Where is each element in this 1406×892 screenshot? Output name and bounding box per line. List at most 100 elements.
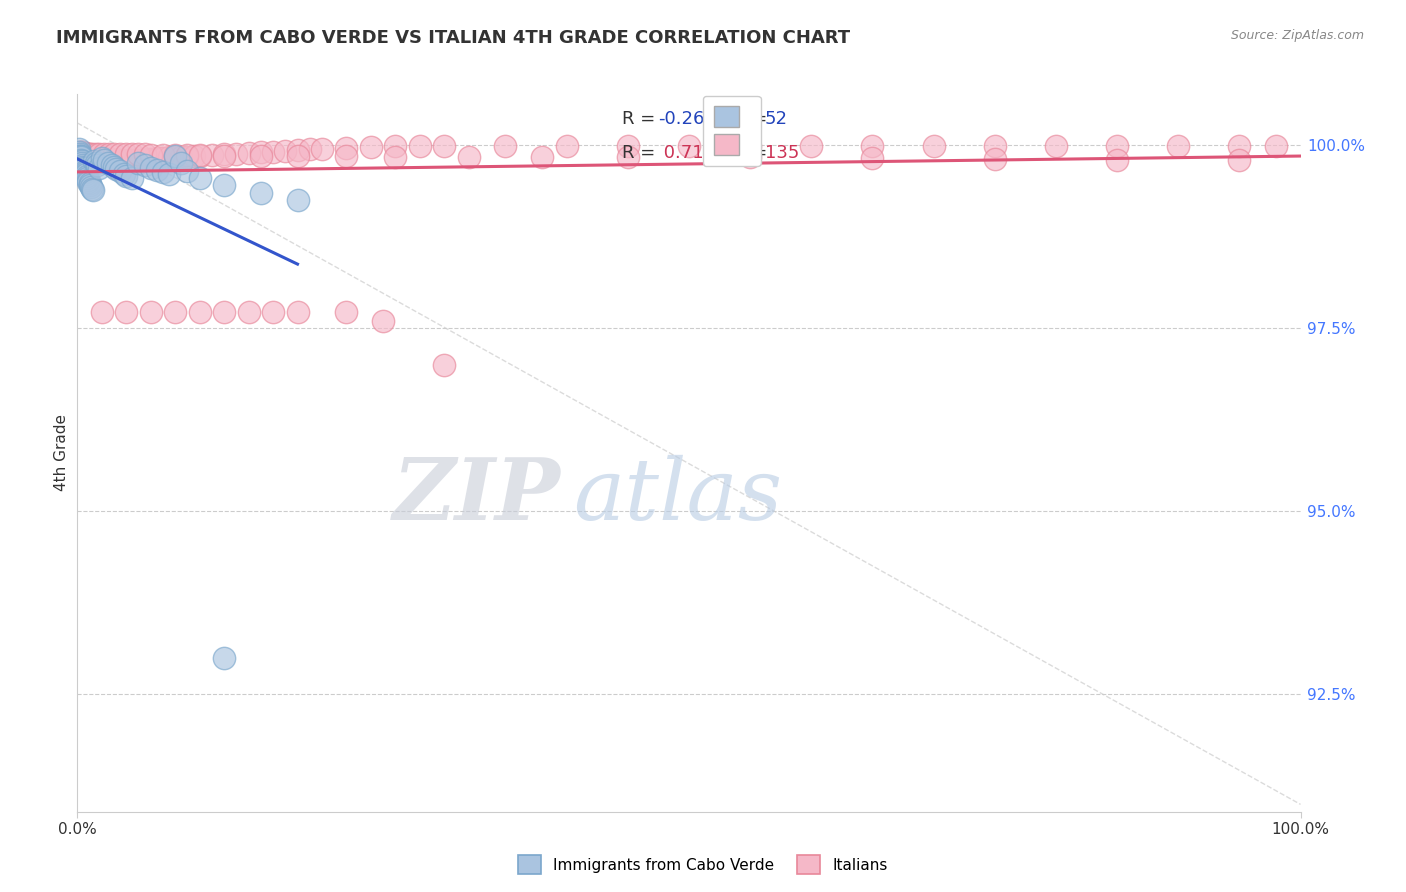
Point	[90, 150, 112, 164]
Text: N =: N =	[733, 110, 768, 128]
Text: R =: R =	[621, 110, 655, 128]
Legend: , : ,	[703, 95, 761, 166]
Point	[70, 154, 93, 169]
Point	[250, 186, 273, 200]
Point	[335, 141, 357, 155]
Point	[108, 153, 131, 168]
Point	[80, 182, 103, 196]
Point	[70, 149, 93, 163]
Point	[152, 151, 174, 165]
Point	[69, 149, 91, 163]
Text: atlas: atlas	[572, 454, 782, 537]
Point	[165, 305, 187, 319]
Point	[800, 138, 823, 153]
Point	[531, 150, 554, 164]
Point	[115, 147, 138, 161]
Point	[98, 153, 121, 167]
Point	[73, 163, 96, 178]
Point	[121, 147, 143, 161]
Point	[112, 167, 135, 181]
Point	[112, 154, 135, 169]
Point	[70, 153, 93, 167]
Point	[384, 139, 406, 153]
Point	[76, 170, 98, 185]
Point	[72, 158, 94, 172]
Point	[96, 151, 118, 165]
Text: N =: N =	[733, 144, 768, 161]
Point	[105, 153, 128, 168]
Point	[67, 142, 90, 156]
Point	[84, 146, 107, 161]
Point	[165, 149, 187, 163]
Point	[212, 149, 235, 163]
Point	[127, 153, 149, 167]
Point	[86, 159, 108, 173]
Point	[121, 170, 143, 185]
Point	[69, 146, 91, 161]
Point	[134, 159, 156, 173]
Point	[86, 150, 108, 164]
Point	[287, 143, 309, 157]
Point	[176, 148, 198, 162]
Point	[984, 152, 1007, 166]
Point	[93, 147, 115, 161]
Point	[250, 149, 273, 163]
Point	[135, 153, 157, 167]
Point	[384, 150, 406, 164]
Point	[212, 651, 235, 665]
Point	[127, 156, 149, 170]
Point	[142, 152, 165, 166]
Point	[84, 156, 107, 170]
Point	[360, 140, 382, 154]
Point	[98, 153, 121, 167]
Point	[617, 150, 640, 164]
Point	[132, 153, 155, 167]
Point	[72, 146, 94, 161]
Point	[75, 146, 97, 161]
Point	[922, 138, 945, 153]
Point	[157, 167, 180, 181]
Point	[176, 163, 198, 178]
Point	[108, 164, 131, 178]
Point	[120, 153, 142, 168]
Point	[82, 148, 104, 162]
Point	[72, 160, 94, 174]
Point	[80, 148, 103, 162]
Point	[1167, 138, 1189, 153]
Point	[89, 150, 111, 164]
Point	[1107, 138, 1129, 153]
Point	[115, 154, 138, 169]
Point	[101, 153, 124, 167]
Point	[103, 160, 125, 174]
Point	[170, 150, 193, 164]
Point	[125, 153, 148, 168]
Text: -0.269: -0.269	[658, 110, 716, 128]
Point	[104, 153, 127, 168]
Point	[1265, 138, 1288, 153]
Point	[105, 162, 128, 177]
Point	[1045, 138, 1067, 153]
Point	[134, 147, 156, 161]
Point	[115, 305, 138, 319]
Point	[93, 151, 115, 165]
Point	[115, 169, 138, 183]
Point	[77, 173, 100, 187]
Point	[157, 150, 180, 164]
Point	[73, 146, 96, 161]
Point	[97, 151, 120, 165]
Point	[149, 151, 172, 165]
Point	[84, 148, 107, 162]
Point	[89, 146, 111, 161]
Point	[82, 183, 104, 197]
Point	[1229, 138, 1251, 153]
Point	[97, 155, 120, 169]
Point	[73, 161, 96, 176]
Point	[201, 148, 224, 162]
Point	[170, 156, 193, 170]
Point	[262, 305, 284, 319]
Point	[139, 161, 162, 175]
Point	[70, 145, 93, 160]
Point	[238, 305, 260, 319]
Point	[80, 146, 103, 161]
Point	[146, 162, 169, 177]
